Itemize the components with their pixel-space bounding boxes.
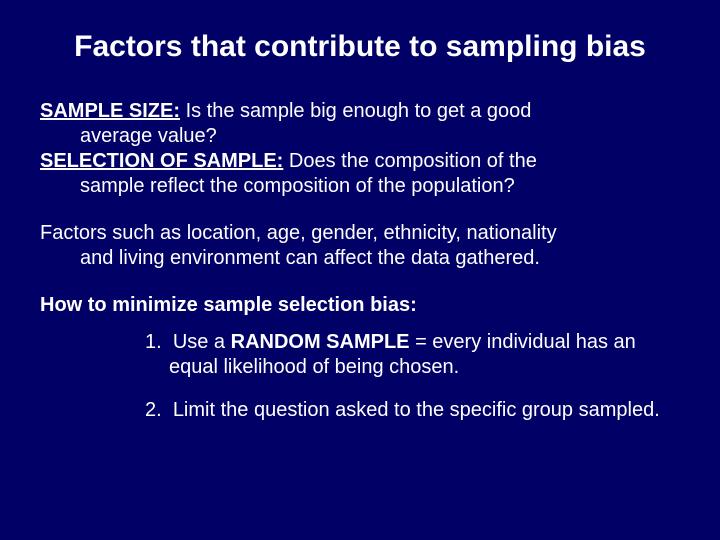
list-text-2: Limit the question asked to the specific… bbox=[173, 399, 660, 421]
ordered-list: 1. Use a RANDOM SAMPLE = every individua… bbox=[40, 330, 680, 423]
slide: Factors that contribute to sampling bias… bbox=[0, 0, 720, 540]
slide-body: SAMPLE SIZE: Is the sample big enough to… bbox=[40, 99, 680, 423]
text-sample-size-b: average value? bbox=[40, 124, 680, 149]
paragraph-sample-size: SAMPLE SIZE: Is the sample big enough to… bbox=[40, 99, 680, 149]
label-sample-size: SAMPLE SIZE: bbox=[40, 100, 180, 122]
list-bold-random: RANDOM SAMPLE bbox=[231, 331, 410, 353]
text-factors-b: and living environment can affect the da… bbox=[40, 246, 680, 271]
text-selection-b: sample reflect the composition of the po… bbox=[40, 174, 680, 199]
heading-minimize: How to minimize sample selection bias: bbox=[40, 293, 680, 318]
paragraph-selection: SELECTION OF SAMPLE: Does the compositio… bbox=[40, 149, 680, 199]
list-text-1a: Use a bbox=[173, 331, 231, 353]
paragraph-factors: Factors such as location, age, gender, e… bbox=[40, 221, 680, 271]
text-factors-a: Factors such as location, age, gender, e… bbox=[40, 222, 557, 244]
list-item-2: 2. Limit the question asked to the speci… bbox=[145, 398, 680, 423]
list-num-1: 1. bbox=[145, 331, 162, 353]
label-selection: SELECTION OF SAMPLE: bbox=[40, 150, 283, 172]
text-sample-size-a: Is the sample big enough to get a good bbox=[180, 100, 531, 122]
list-item-1: 1. Use a RANDOM SAMPLE = every individua… bbox=[145, 330, 680, 380]
text-selection-a: Does the composition of the bbox=[283, 150, 536, 172]
list-num-2: 2. bbox=[145, 399, 162, 421]
slide-title: Factors that contribute to sampling bias bbox=[40, 30, 680, 64]
